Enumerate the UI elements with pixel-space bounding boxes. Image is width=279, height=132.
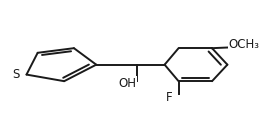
Text: OCH₃: OCH₃	[229, 38, 260, 51]
Text: S: S	[13, 68, 20, 81]
Text: F: F	[165, 91, 172, 104]
Text: OH: OH	[118, 77, 136, 90]
